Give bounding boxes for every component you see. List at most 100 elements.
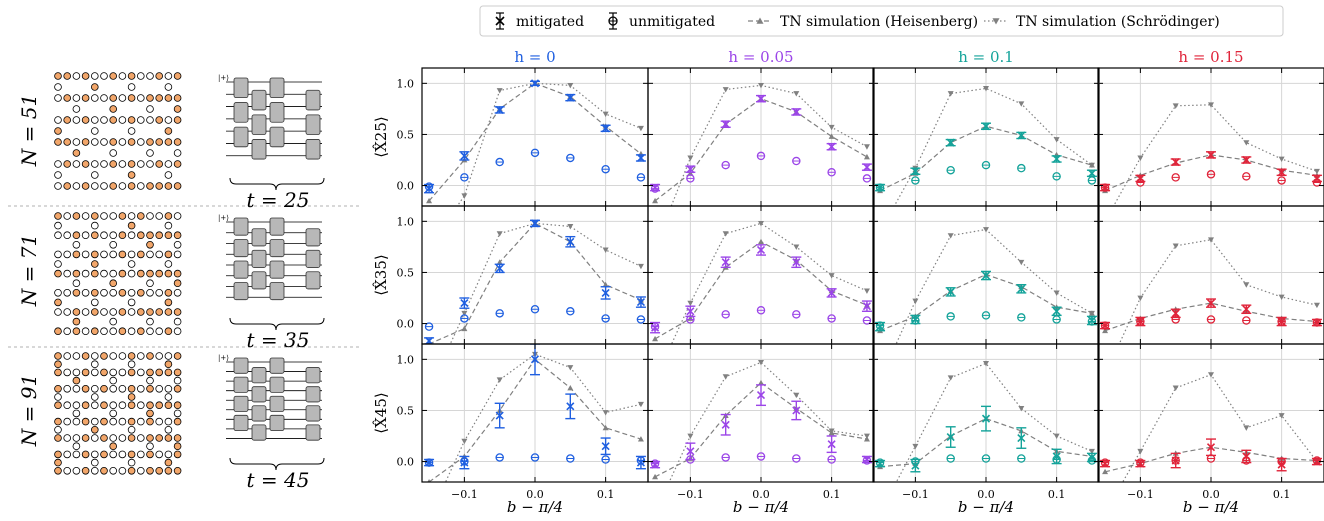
legend-item: mitigated — [495, 12, 584, 30]
gate-block — [305, 405, 321, 422]
mitigated-point — [1051, 306, 1062, 317]
qubit-node — [72, 72, 81, 80]
qubit-node — [72, 442, 81, 451]
mitigated-point — [685, 165, 696, 174]
qubit-node — [137, 288, 145, 297]
mitigated-point — [1086, 169, 1097, 178]
mitigated-point — [1206, 150, 1216, 159]
panel: 0.0 0.5 1.0 — [397, 205, 649, 345]
x-marker-stroke — [981, 122, 991, 131]
qubit-node — [72, 269, 81, 278]
y-tick-label: 0.0 — [397, 318, 415, 331]
mitigated-point — [826, 435, 837, 454]
qubit-node — [109, 105, 117, 113]
qubit-node — [54, 368, 62, 377]
qubit-node — [54, 171, 62, 179]
legend-label: TN simulation (Heisenberg) — [780, 14, 978, 30]
legend-label: unmitigated — [629, 14, 715, 30]
x-tick-label: 0.0 — [1202, 488, 1220, 501]
qubit-node — [54, 160, 62, 168]
qubit-node — [100, 327, 108, 336]
unmitigated-point — [862, 174, 872, 183]
qubit-node — [81, 231, 90, 240]
qubit-node — [127, 72, 136, 80]
qubit-node — [91, 466, 99, 475]
qubit-node — [81, 269, 90, 278]
mitigated-point — [424, 336, 435, 344]
triangle-up-marker — [1088, 310, 1095, 316]
mitigated-point — [635, 153, 646, 163]
qubit-node — [118, 401, 127, 410]
mitigated-point — [1170, 157, 1181, 167]
triangle-down-marker — [758, 220, 764, 227]
diagram-section: N = 51 |+⟩ t = 25 — [17, 72, 325, 212]
legend-label: mitigated — [516, 14, 584, 30]
triangle-up-marker — [1102, 468, 1109, 475]
qubit-node — [54, 260, 62, 268]
qubit-node — [72, 94, 81, 102]
qubit-node — [155, 450, 164, 459]
qubit-node — [155, 182, 164, 190]
mitigated-point — [910, 167, 921, 176]
mitigated-point — [1170, 452, 1181, 469]
triangle-up-marker — [1102, 327, 1109, 334]
qubit-node — [91, 221, 99, 230]
x-marker-stroke — [1052, 452, 1061, 461]
qubit-node — [146, 149, 154, 157]
gate-block — [251, 89, 267, 111]
qubit-node — [173, 250, 182, 259]
gate-block — [251, 405, 267, 422]
mitigated-point — [945, 138, 956, 147]
x-marker-stroke — [636, 153, 646, 163]
mitigated-point — [791, 256, 802, 269]
x-tick-label: 0.1 — [1048, 488, 1066, 501]
x-marker-stroke — [1277, 168, 1286, 177]
qubit-node — [164, 417, 173, 426]
mitigated-point — [685, 442, 696, 461]
mitigated-point — [1135, 316, 1146, 327]
triangle-up-marker — [637, 436, 644, 442]
triangle-down-marker — [687, 155, 694, 161]
plot-area — [875, 227, 1097, 344]
qubit-node — [127, 250, 136, 259]
mitigated-point — [945, 426, 956, 448]
qubit-node — [164, 72, 173, 80]
x-marker-stroke — [946, 138, 955, 147]
plot-area — [875, 86, 1097, 206]
qubit-node — [54, 182, 62, 190]
triangle-up-marker — [496, 259, 503, 265]
qubit-node — [81, 138, 90, 146]
unmitigated-point — [827, 455, 836, 464]
qubit-node — [173, 182, 182, 190]
mitigated-point — [720, 413, 731, 436]
mitigated-point — [1016, 284, 1027, 294]
qubit-node — [127, 116, 136, 124]
qubit-node — [100, 466, 108, 475]
x-marker-stroke — [495, 411, 504, 420]
qubit-node — [81, 368, 90, 377]
x-marker-stroke — [601, 442, 610, 451]
x-marker-stroke — [1087, 169, 1097, 178]
x-marker-stroke — [1052, 307, 1061, 316]
triangle-down-marker — [1278, 294, 1285, 300]
legend: mitigated unmitigated TN simulation (Heise… — [479, 5, 1284, 37]
x-tick-label: 0.1 — [597, 488, 615, 501]
qubit-node — [118, 231, 127, 240]
qubit-node — [127, 466, 136, 475]
triangle-down-marker — [461, 310, 468, 317]
qubit-node — [109, 450, 117, 459]
triangle-up-marker — [652, 335, 659, 342]
qubit-node — [54, 231, 62, 240]
triangle-down-marker — [863, 288, 870, 294]
unmitigated-point — [792, 310, 801, 319]
mitigated-point — [1241, 304, 1252, 315]
unmitigated-point — [495, 157, 504, 167]
triangle-down-marker — [1137, 295, 1144, 301]
column-title: h = 0.15 — [1178, 48, 1243, 66]
triangle-down-marker — [758, 360, 764, 366]
unmitigated-point — [460, 314, 469, 323]
qubit-node — [127, 221, 136, 230]
qubit-node — [81, 160, 90, 168]
triangle-down-marker — [1208, 372, 1214, 378]
plot-area — [1100, 102, 1322, 206]
